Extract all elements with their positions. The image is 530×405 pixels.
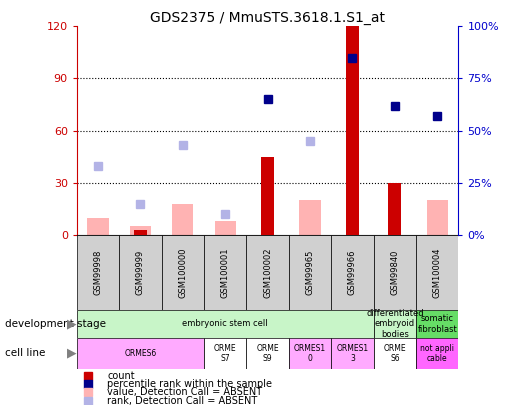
Text: GSM100002: GSM100002 (263, 247, 272, 298)
Text: rank, Detection Call = ABSENT: rank, Detection Call = ABSENT (108, 396, 258, 405)
Text: ORME
S7: ORME S7 (214, 344, 236, 363)
Text: ORME
S6: ORME S6 (384, 344, 406, 363)
Bar (87, 217, 109, 235)
Text: percentile rank within the sample: percentile rank within the sample (108, 379, 272, 389)
Text: ▶: ▶ (67, 347, 76, 360)
Text: value, Detection Call = ABSENT: value, Detection Call = ABSENT (108, 387, 262, 397)
Bar (246, 338, 289, 369)
Bar (331, 338, 374, 369)
Bar (172, 204, 193, 235)
Bar (77, 310, 374, 338)
Bar (246, 235, 289, 310)
Text: GSM100001: GSM100001 (221, 247, 229, 298)
Bar (346, 26, 359, 235)
Text: ORMES1
0: ORMES1 0 (294, 344, 326, 363)
Bar (119, 235, 162, 310)
Text: somatic
fibroblast: somatic fibroblast (418, 314, 457, 334)
Text: ORMES1
3: ORMES1 3 (337, 344, 368, 363)
Text: ORME
S9: ORME S9 (257, 344, 279, 363)
Text: GSM99840: GSM99840 (391, 249, 399, 295)
Bar (77, 235, 119, 310)
Text: differentiated
embryoid
bodies: differentiated embryoid bodies (366, 309, 423, 339)
Bar (77, 338, 204, 369)
Bar (374, 310, 416, 338)
Bar (130, 226, 151, 235)
Title: GDS2375 / MmuSTS.3618.1.S1_at: GDS2375 / MmuSTS.3618.1.S1_at (150, 11, 385, 25)
Bar (162, 235, 204, 310)
Text: development stage: development stage (5, 319, 107, 329)
Bar (289, 338, 331, 369)
Bar (388, 183, 401, 235)
Bar (416, 310, 458, 338)
Text: embryonic stem cell: embryonic stem cell (182, 320, 268, 328)
Text: count: count (108, 371, 135, 381)
Bar (299, 200, 321, 235)
Bar (134, 230, 147, 235)
Bar (204, 338, 246, 369)
Bar (374, 338, 416, 369)
Bar (374, 235, 416, 310)
Text: GSM99966: GSM99966 (348, 249, 357, 295)
Bar (204, 235, 246, 310)
Text: GSM99998: GSM99998 (94, 249, 102, 295)
Text: GSM100004: GSM100004 (433, 247, 441, 298)
Bar (289, 235, 331, 310)
Bar (427, 200, 448, 235)
Bar (331, 235, 374, 310)
Text: ORMES6: ORMES6 (125, 349, 156, 358)
Bar (416, 235, 458, 310)
Text: GSM99965: GSM99965 (306, 249, 314, 295)
Text: GSM99999: GSM99999 (136, 250, 145, 295)
Bar (261, 157, 274, 235)
Bar (215, 221, 236, 235)
Text: ▶: ▶ (67, 318, 76, 330)
Text: GSM100000: GSM100000 (179, 247, 187, 298)
Text: cell line: cell line (5, 348, 46, 358)
Bar (416, 338, 458, 369)
Text: not appli
cable: not appli cable (420, 344, 454, 363)
